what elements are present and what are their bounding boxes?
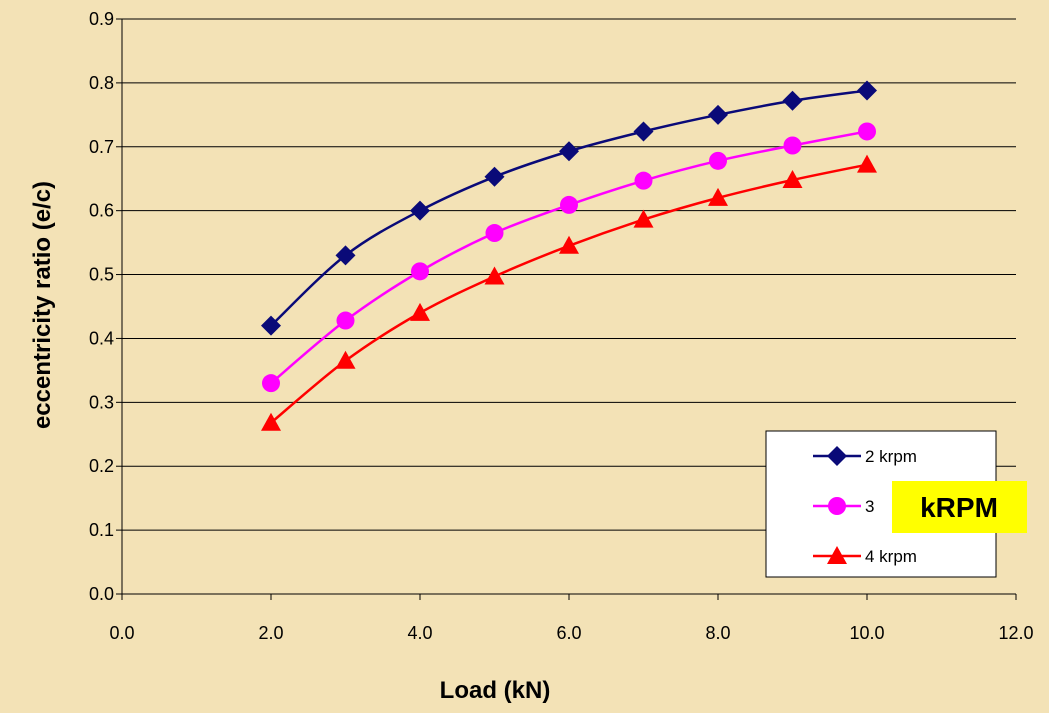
x-tick-label: 8.0 (705, 623, 730, 643)
x-tick-label: 12.0 (998, 623, 1033, 643)
legend-marker (827, 446, 847, 466)
series-group (261, 80, 877, 431)
x-tick-label: 4.0 (407, 623, 432, 643)
legend-label: 4 krpm (865, 547, 917, 566)
series-1 (261, 80, 877, 336)
x-tick-label: 6.0 (556, 623, 581, 643)
series-2 (262, 122, 876, 393)
legend-label: 3 (865, 497, 874, 516)
series-line (270, 89, 868, 327)
data-point (560, 195, 578, 214)
data-point (410, 302, 430, 321)
data-point (336, 311, 355, 330)
y-tick-label: 0.3 (89, 392, 114, 412)
y-tick-label: 0.0 (89, 584, 114, 604)
data-point (559, 235, 579, 254)
y-tick-labels: 0.0 0.1 0.2 0.3 0.4 0.5 0.6 0.7 0.8 0.9 (89, 9, 114, 604)
data-point (335, 245, 356, 266)
y-tick-label: 0.4 (89, 328, 114, 348)
data-point (261, 315, 281, 336)
data-point (484, 166, 505, 187)
y-tick-label: 0.5 (89, 265, 114, 285)
data-point (708, 104, 728, 125)
highlight-text: kRPM (920, 492, 998, 523)
data-point (708, 187, 728, 206)
data-point (261, 412, 281, 431)
data-point (484, 266, 505, 285)
legend-item: 2 krpm (813, 446, 917, 466)
legend-item: 3 (813, 497, 874, 516)
data-point (410, 200, 430, 221)
highlight-annotation: kRPM (892, 481, 1027, 533)
data-point (634, 171, 653, 190)
legend-item: 4 krpm (813, 546, 917, 566)
data-point (857, 154, 877, 173)
y-tick-label: 0.6 (89, 201, 114, 221)
legend-marker (828, 497, 846, 515)
data-point (411, 262, 429, 281)
y-tick-label: 0.1 (89, 520, 114, 540)
x-axis-title: Load (kN) (440, 677, 551, 704)
y-tick-label: 0.2 (89, 456, 114, 476)
y-tick-label: 0.9 (89, 9, 114, 29)
x-tick-label: 0.0 (109, 623, 134, 643)
data-point (857, 80, 877, 101)
x-tick-label: 10.0 (849, 623, 884, 643)
x-tick-label: 2.0 (258, 623, 283, 643)
legend-marker (827, 546, 847, 564)
data-point (633, 121, 654, 142)
highlight-background (892, 481, 1027, 533)
data-point (335, 350, 356, 369)
data-point (633, 209, 654, 228)
y-tick-label: 0.8 (89, 73, 114, 93)
y-tick-label: 0.7 (89, 137, 114, 157)
series-line (270, 130, 868, 385)
data-point (262, 374, 280, 393)
series-3 (261, 154, 877, 431)
legend: 2 krpm 3 4 krpm kRPM (765, 430, 1027, 578)
x-tick-labels: 0.0 2.0 4.0 6.0 8.0 10.0 12.0 (109, 623, 1033, 643)
data-point (782, 90, 803, 111)
data-point (858, 122, 876, 141)
axes (116, 18, 1017, 600)
legend-label: 2 krpm (865, 447, 917, 466)
data-point (485, 224, 504, 243)
y-axis-title: eccentricity ratio (e/c) (29, 181, 56, 429)
data-point (709, 151, 727, 170)
data-point (782, 170, 803, 188)
data-point (783, 136, 802, 155)
data-point (559, 141, 579, 162)
